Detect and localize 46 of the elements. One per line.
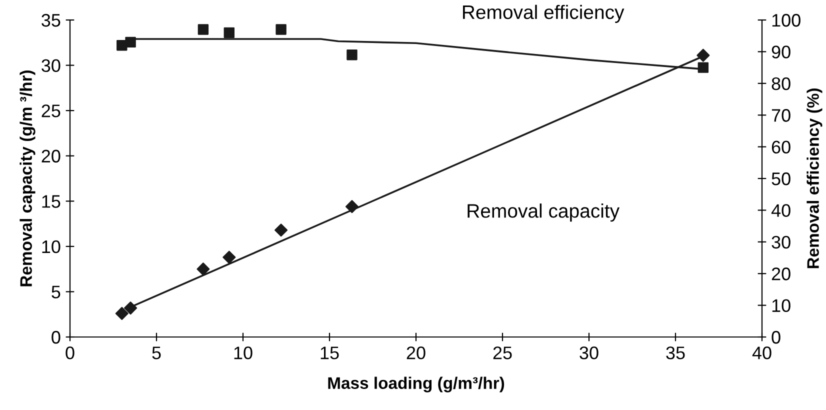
y2-tick-label: 50 [772,172,790,186]
y-tick-label: 5 [52,286,60,298]
y2-tick-label: 70 [772,109,790,122]
point [698,62,709,73]
y-tick-label: 0 [52,330,60,344]
y-tick-label: 20 [42,150,60,163]
y-tick-label: 35 [42,14,60,27]
x-tick-label: 30 [580,346,598,360]
x-tick-label: 40 [752,346,772,360]
x-tick-label: 35 [666,346,685,360]
x-tick-label: 25 [493,346,512,360]
y2-tick-label: 10 [772,299,790,312]
x-tick-label: 20 [406,346,426,360]
point [346,50,358,60]
y-tick-label: 30 [42,59,60,72]
y2-tick-label: 30 [772,236,790,249]
series-label: Removal efficiency [463,4,624,23]
x-tick-label: 10 [234,346,252,360]
point [345,200,358,214]
y2-tick-label: 100 [772,14,800,27]
y2-tick-label: 40 [771,204,790,217]
x-axis-title: Mass loading (g/m³/hr) [328,376,504,392]
y2-tick-label: 0 [772,330,780,344]
point [198,24,209,35]
point [696,48,710,62]
y-tick-label: 10 [42,240,60,254]
y-tick-label: 15 [42,195,60,208]
y2-tick-label: 90 [772,46,790,58]
point [274,224,288,237]
y-tick-label: 25 [42,104,60,118]
point [124,302,138,315]
point [115,306,128,320]
x-tick-label: 5 [152,346,161,360]
point [196,262,210,276]
point [125,36,136,48]
y2-tick-label: 60 [772,140,790,154]
point [276,24,286,35]
x-tick-label: 15 [320,346,339,360]
x-tick-label: 0 [66,346,74,360]
text: Removal capacity [468,204,620,222]
y2-axis-title: Removal efficiency (%) [806,88,822,268]
y2-tick-label: 20 [772,268,790,280]
y-axis-title: Removal capacity (g/m ³/hr) [20,70,36,286]
point [222,250,236,264]
y2-tick-label: 80 [772,77,790,90]
point [224,27,235,38]
